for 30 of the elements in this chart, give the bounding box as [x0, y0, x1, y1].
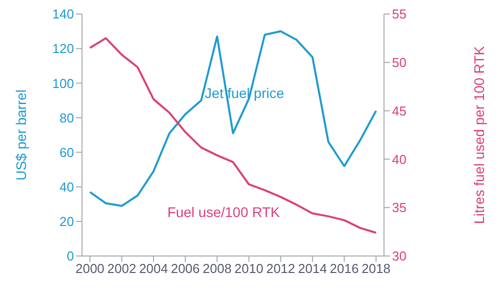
y2-tick-label: 50 [392, 55, 406, 70]
x-tick-label: 2000 [75, 261, 104, 276]
x-tick-label: 2014 [298, 261, 327, 276]
x-tick-label: 2008 [202, 261, 232, 276]
series-label: Fuel use/100 RTK [167, 204, 280, 220]
x-tick-label: 2004 [139, 261, 168, 276]
y2-tick-label: 55 [392, 6, 406, 22]
y2-axis-title: Litres fuel used per 100 RTK [470, 45, 487, 224]
y-tick-label: 120 [52, 41, 74, 56]
x-tick-label: 2018 [362, 261, 391, 276]
x-tick-label: 2016 [330, 261, 359, 276]
y-tick-label: 20 [60, 214, 74, 230]
line-series [88, 37, 378, 234]
line-series [88, 30, 378, 207]
y-tick-label: 80 [60, 110, 74, 126]
x-tick-label: 2012 [266, 261, 296, 276]
series-label: Jet fuel price [204, 84, 284, 101]
y-tick-label: 100 [52, 76, 74, 91]
y-axis-title: US$ per barrel [12, 89, 29, 181]
x-tick-label: 2006 [170, 261, 200, 276]
x-tick-label: 2002 [107, 261, 136, 276]
y-tick-label: 140 [52, 6, 74, 22]
x-tick-label: 2010 [234, 261, 264, 276]
y-tick-label: 60 [60, 144, 74, 160]
y-tick-label: 0 [66, 248, 74, 264]
y2-tick-label: 45 [392, 103, 406, 118]
y-tick-label: 40 [60, 179, 74, 194]
y2-tick-label: 35 [392, 200, 406, 216]
y2-tick-label: 40 [392, 152, 406, 167]
y2-tick-label: 30 [392, 248, 406, 264]
